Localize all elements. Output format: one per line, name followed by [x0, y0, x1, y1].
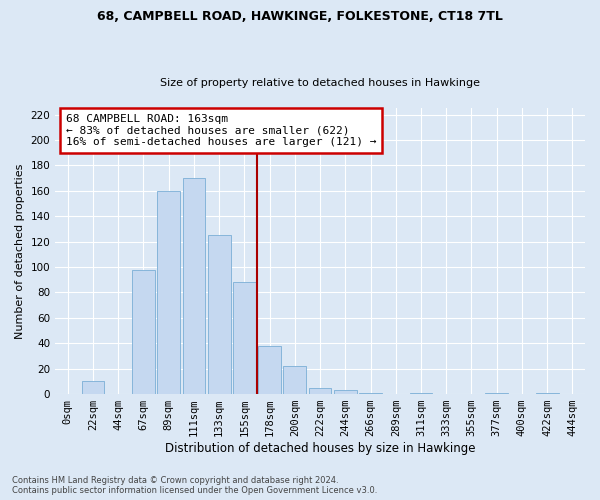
Bar	[208, 236, 230, 394]
Bar	[283, 366, 306, 394]
Bar	[233, 282, 256, 394]
Text: Contains HM Land Registry data © Crown copyright and database right 2024.
Contai: Contains HM Land Registry data © Crown c…	[12, 476, 377, 495]
Bar	[182, 178, 205, 394]
Title: Size of property relative to detached houses in Hawkinge: Size of property relative to detached ho…	[160, 78, 480, 88]
Bar	[132, 270, 155, 394]
Bar	[536, 393, 559, 394]
Bar	[334, 390, 356, 394]
Bar	[258, 346, 281, 394]
Bar	[359, 393, 382, 394]
X-axis label: Distribution of detached houses by size in Hawkinge: Distribution of detached houses by size …	[165, 442, 475, 455]
Text: 68, CAMPBELL ROAD, HAWKINGE, FOLKESTONE, CT18 7TL: 68, CAMPBELL ROAD, HAWKINGE, FOLKESTONE,…	[97, 10, 503, 23]
Text: 68 CAMPBELL ROAD: 163sqm
← 83% of detached houses are smaller (622)
16% of semi-: 68 CAMPBELL ROAD: 163sqm ← 83% of detach…	[66, 114, 376, 147]
Y-axis label: Number of detached properties: Number of detached properties	[15, 164, 25, 339]
Bar	[309, 388, 331, 394]
Bar	[157, 191, 180, 394]
Bar	[410, 393, 433, 394]
Bar	[82, 382, 104, 394]
Bar	[485, 393, 508, 394]
